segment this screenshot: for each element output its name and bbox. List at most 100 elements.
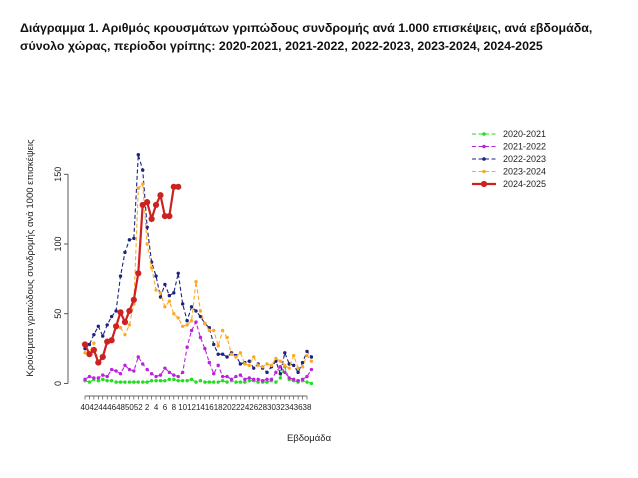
- data-point: [234, 355, 238, 359]
- data-point: [300, 377, 305, 382]
- data-point: [216, 344, 220, 348]
- x-tick-label: 46: [107, 403, 116, 412]
- y-tick-label: 0: [53, 381, 63, 386]
- legend-item: 2023-2024: [472, 167, 546, 177]
- data-point: [238, 380, 243, 384]
- data-point: [278, 359, 283, 363]
- data-point: [154, 274, 158, 278]
- data-point: [109, 379, 114, 383]
- data-point: [130, 296, 137, 303]
- data-point: [176, 271, 180, 275]
- data-point: [166, 213, 173, 220]
- chart-legend: 2020-2021 2021-2022 2022-2023 2023-2024 2024…: [472, 129, 546, 189]
- x-tick-label: 8: [172, 403, 177, 412]
- data-point: [225, 355, 229, 359]
- data-point: [220, 374, 225, 379]
- data-point: [167, 377, 172, 382]
- data-point: [305, 380, 309, 384]
- data-point: [96, 324, 101, 329]
- data-point: [139, 201, 146, 209]
- data-point: [274, 356, 278, 361]
- data-point: [287, 366, 291, 370]
- data-point: [291, 353, 296, 358]
- x-tick-label: 48: [116, 403, 125, 412]
- data-point: [212, 328, 216, 333]
- data-point: [247, 359, 251, 363]
- data-point: [225, 335, 229, 340]
- data-point: [87, 380, 92, 384]
- data-point: [194, 380, 198, 384]
- data-point: [158, 291, 163, 295]
- data-point: [194, 279, 198, 284]
- data-point: [132, 380, 136, 384]
- data-point: [105, 374, 109, 379]
- x-tick-label: 4: [154, 403, 159, 412]
- legend-label: 2020-2021: [503, 129, 546, 139]
- data-point: [300, 360, 305, 365]
- data-point: [108, 337, 115, 344]
- data-point: [225, 380, 229, 384]
- x-tick-label: 6: [163, 403, 168, 412]
- data-point: [198, 379, 203, 383]
- series-line: [84, 320, 312, 382]
- data-point: [90, 346, 97, 354]
- data-point: [234, 374, 238, 379]
- legend-marker: [482, 157, 486, 161]
- data-point: [92, 332, 96, 337]
- data-point: [87, 342, 92, 347]
- x-tick-label: 34: [285, 403, 294, 412]
- data-point: [189, 319, 194, 323]
- x-tick-label: 28: [258, 403, 267, 412]
- data-point: [296, 379, 300, 383]
- data-point: [198, 335, 203, 340]
- x-tick-label: 22: [232, 403, 241, 412]
- data-point: [158, 373, 163, 377]
- data-point: [247, 376, 251, 380]
- data-point: [141, 380, 145, 384]
- data-point: [144, 199, 151, 206]
- data-point: [136, 186, 140, 190]
- y-tick-label: 100: [53, 236, 63, 251]
- data-point: [203, 321, 207, 326]
- data-point: [163, 282, 167, 287]
- data-point: [172, 373, 176, 377]
- data-point: [216, 352, 220, 356]
- data-point: [95, 359, 102, 366]
- data-point: [180, 370, 185, 375]
- series-2021-2022: [83, 320, 314, 383]
- chart-title-line1: Διάγραμμα 1. Αριθμός κρουσμάτων γριπώδου…: [20, 21, 593, 35]
- data-point: [152, 201, 160, 209]
- data-point: [118, 372, 123, 376]
- series-2022-2023: [83, 153, 314, 376]
- data-point: [220, 328, 225, 333]
- data-point: [172, 377, 176, 382]
- data-point: [141, 362, 145, 366]
- data-point: [157, 192, 164, 199]
- data-point: [229, 352, 234, 356]
- x-tick-label: 42: [89, 403, 98, 412]
- data-point: [189, 305, 194, 309]
- series-line: [83, 185, 179, 365]
- data-point: [238, 362, 243, 366]
- data-point: [176, 374, 180, 379]
- data-point: [278, 372, 283, 376]
- data-point: [185, 319, 189, 323]
- data-point: [132, 236, 136, 241]
- data-point: [99, 353, 106, 361]
- data-point: [96, 379, 101, 383]
- data-point: [185, 379, 189, 383]
- x-tick-label: 20: [223, 403, 232, 412]
- data-point: [252, 355, 256, 359]
- data-point: [117, 309, 124, 316]
- data-point: [136, 153, 140, 157]
- data-point: [265, 380, 269, 384]
- legend-marker: [482, 132, 486, 136]
- data-point: [243, 377, 247, 382]
- data-point: [247, 363, 251, 368]
- data-point: [154, 374, 158, 379]
- legend-marker: [482, 144, 486, 149]
- data-point: [141, 182, 145, 186]
- data-point: [309, 355, 314, 359]
- data-point: [274, 370, 278, 375]
- data-point: [216, 363, 220, 368]
